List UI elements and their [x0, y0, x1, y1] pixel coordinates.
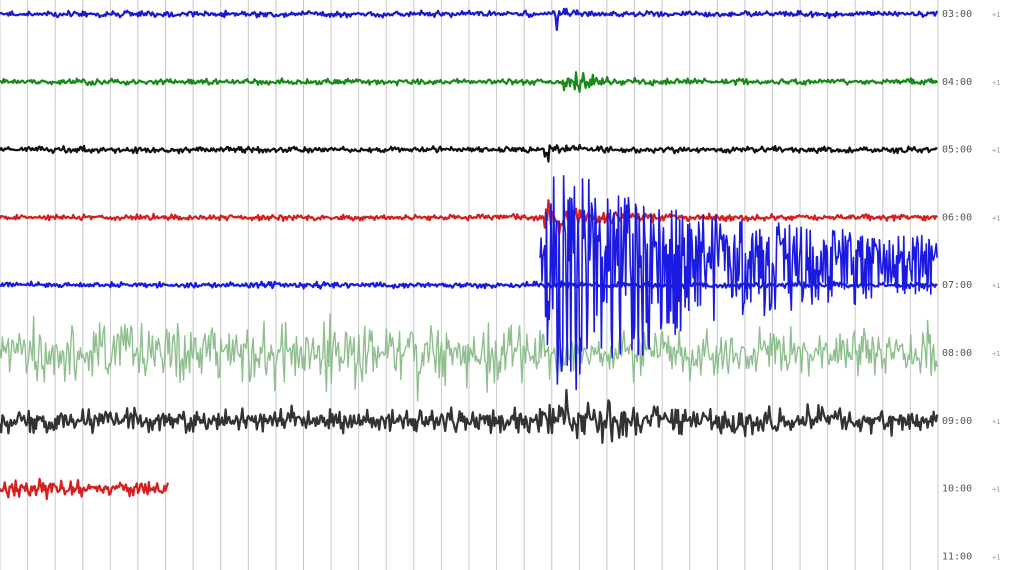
trace-1000	[0, 477, 170, 501]
trace-0700	[0, 280, 938, 290]
y-tick-label-8: 11:00	[942, 551, 972, 562]
trace-0600	[0, 199, 938, 236]
y-tick-label-3: 06:00	[942, 212, 972, 223]
y-tick-suffix-4: +1	[992, 282, 1000, 290]
y-tick-labels: 03:00 +1 04:00 +1 05:00 +1 06:00 +1 07:00 +1 08:00…	[942, 9, 1000, 562]
y-tick-suffix-5: +1	[992, 350, 1000, 358]
y-tick-label-7: 10:00	[942, 484, 972, 495]
y-tick-suffix-0: +1	[992, 11, 1000, 19]
y-tick-label-6: 09:00	[942, 416, 972, 427]
trace-0400	[0, 71, 939, 93]
y-tick-label-1: 04:00	[942, 77, 972, 88]
trace-0500	[0, 143, 938, 163]
y-tick-label-2: 05:00	[942, 145, 972, 156]
y-tick-label-4: 07:00	[942, 280, 972, 291]
y-tick-label-0: 03:00	[942, 9, 972, 20]
y-tick-suffix-6: +1	[992, 418, 1000, 426]
y-tick-suffix-8: +1	[992, 553, 1000, 561]
y-tick-suffix-7: +1	[992, 486, 1000, 494]
trace-0800	[0, 313, 938, 402]
event-overlay-layer	[539, 175, 938, 391]
y-tick-suffix-3: +1	[992, 214, 1000, 222]
earthquake-burst-trace	[539, 175, 938, 391]
y-tick-label-5: 08:00	[942, 348, 972, 359]
trace-0900	[0, 388, 939, 444]
y-tick-suffix-2: +1	[992, 147, 1000, 155]
trace-layer	[0, 7, 939, 501]
trace-0300	[0, 7, 939, 31]
y-tick-suffix-1: +1	[992, 79, 1000, 87]
